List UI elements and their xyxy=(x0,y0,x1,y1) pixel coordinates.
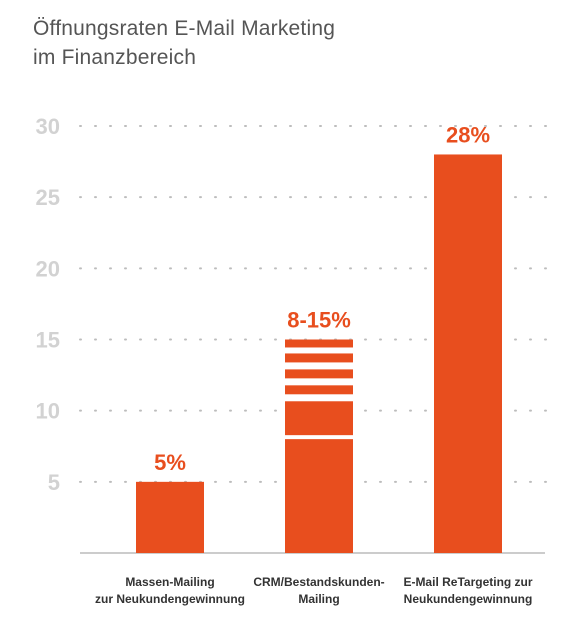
x-category-label-line: CRM/Bestandskunden- xyxy=(253,575,385,589)
chart-title: Öffnungsraten E-Mail Marketing im Finanz… xyxy=(33,14,335,72)
bars xyxy=(136,154,502,553)
x-category-label-line: zur Neukundengewinnung xyxy=(95,592,245,606)
y-tick-label: 30 xyxy=(36,114,60,139)
chart-title-line-2: im Finanzbereich xyxy=(33,46,197,69)
y-axis-ticks: 5 10 15 20 25 30 xyxy=(36,114,60,495)
bar-value-label: 8-15% xyxy=(287,308,351,333)
chart-title-line-1: Öffnungsraten E-Mail Marketing xyxy=(33,17,336,40)
bar-stripe xyxy=(285,353,353,363)
bar-value-label: 5% xyxy=(154,450,186,475)
y-tick-label: 15 xyxy=(36,328,60,353)
bar xyxy=(434,154,502,553)
bar-value-label: 28% xyxy=(446,122,490,147)
x-category-label-line: Mailing xyxy=(298,592,340,606)
bar-stripe xyxy=(285,385,353,395)
x-category-label: Massen-Mailing zur Neukundengewinnung xyxy=(85,574,255,608)
bar-stripe xyxy=(285,339,353,348)
bar xyxy=(136,481,204,553)
x-category-label-line: E-Mail ReTargeting zur xyxy=(403,575,533,589)
bar-stripe xyxy=(285,369,353,379)
y-tick-label: 20 xyxy=(36,256,60,281)
x-category-label-line: Massen-Mailing xyxy=(125,575,215,589)
x-category-label-line: Neukundengewinnung xyxy=(403,592,533,606)
x-category-label: CRM/Bestandskunden- Mailing xyxy=(234,574,404,608)
y-tick-label: 5 xyxy=(48,470,60,495)
bar xyxy=(285,439,353,553)
y-tick-label: 10 xyxy=(36,399,60,424)
bar-stripe xyxy=(285,401,353,436)
value-labels: 5% 8-15% 28% xyxy=(154,122,490,474)
x-category-label: E-Mail ReTargeting zur Neukundengewinnung xyxy=(383,574,553,608)
y-tick-label: 25 xyxy=(36,185,60,210)
